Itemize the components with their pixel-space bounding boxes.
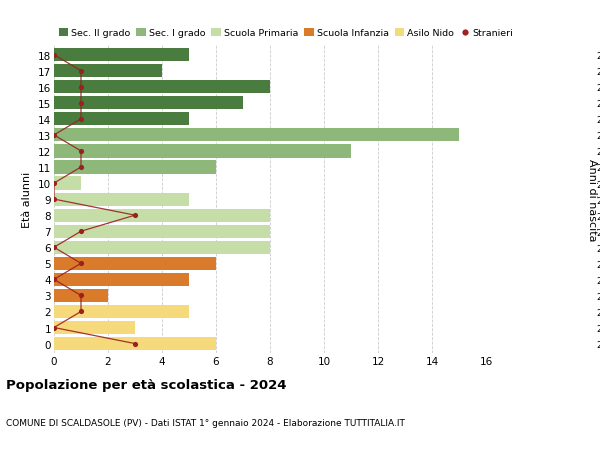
- Bar: [54, 97, 243, 110]
- Text: Anni di nascita: Anni di nascita: [587, 158, 597, 241]
- Bar: [54, 177, 81, 190]
- Point: [49, 52, 59, 59]
- Point: [76, 116, 86, 123]
- Point: [76, 148, 86, 155]
- Point: [49, 196, 59, 203]
- Point: [49, 132, 59, 139]
- Point: [76, 100, 86, 107]
- Bar: [54, 337, 216, 350]
- Bar: [54, 113, 189, 126]
- Bar: [54, 161, 216, 174]
- Point: [130, 212, 140, 219]
- Bar: [54, 321, 135, 334]
- Bar: [54, 49, 189, 62]
- Bar: [54, 65, 162, 78]
- Point: [76, 164, 86, 171]
- Bar: [54, 129, 459, 142]
- Point: [76, 308, 86, 315]
- Point: [49, 244, 59, 252]
- Bar: [54, 209, 270, 222]
- Bar: [54, 257, 216, 270]
- Legend: Sec. II grado, Sec. I grado, Scuola Primaria, Scuola Infanzia, Asilo Nido, Stran: Sec. II grado, Sec. I grado, Scuola Prim…: [59, 29, 514, 38]
- Bar: [54, 289, 108, 302]
- Text: COMUNE DI SCALDASOLE (PV) - Dati ISTAT 1° gennaio 2024 - Elaborazione TUTTITALIA: COMUNE DI SCALDASOLE (PV) - Dati ISTAT 1…: [6, 418, 405, 427]
- Y-axis label: Età alunni: Età alunni: [22, 172, 32, 228]
- Point: [49, 276, 59, 283]
- Point: [76, 228, 86, 235]
- Bar: [54, 145, 351, 158]
- Bar: [54, 81, 270, 94]
- Point: [130, 340, 140, 347]
- Point: [49, 324, 59, 331]
- Point: [76, 84, 86, 91]
- Bar: [54, 193, 189, 206]
- Point: [76, 260, 86, 268]
- Bar: [54, 273, 189, 286]
- Point: [76, 68, 86, 75]
- Point: [49, 180, 59, 187]
- Bar: [54, 305, 189, 319]
- Bar: [54, 225, 270, 238]
- Bar: [54, 241, 270, 254]
- Point: [76, 292, 86, 299]
- Text: Popolazione per età scolastica - 2024: Popolazione per età scolastica - 2024: [6, 379, 287, 392]
